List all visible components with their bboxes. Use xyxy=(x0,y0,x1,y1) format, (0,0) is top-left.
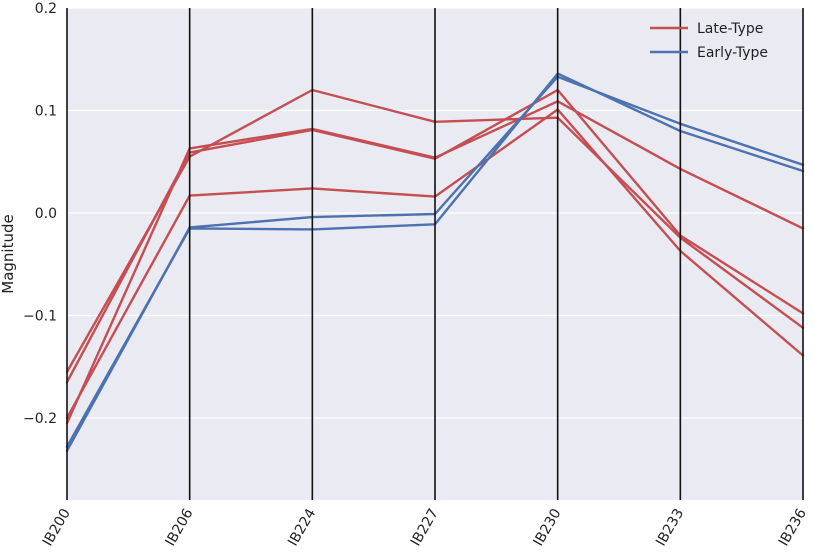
x-tick-label: IB206 xyxy=(163,506,197,549)
legend: Late-Type Early-Type xyxy=(650,21,768,61)
x-tick-label: IB200 xyxy=(40,506,74,549)
legend-label: Early-Type xyxy=(697,45,768,61)
x-tick-labels: IB200 IB206 IB224 IB227 IB230 IB233 IB236 xyxy=(40,506,810,549)
x-tick-label: IB236 xyxy=(776,506,810,549)
axis-lines xyxy=(66,8,804,500)
x-tick-label: IB230 xyxy=(531,506,565,549)
x-tick-label: IB233 xyxy=(653,506,687,549)
y-tick-label: −0.1 xyxy=(23,309,57,325)
x-tick-label: IB227 xyxy=(408,506,442,549)
x-tick-label: IB224 xyxy=(285,506,319,549)
legend-label: Late-Type xyxy=(697,21,763,37)
y-tick-label: 0.0 xyxy=(35,206,57,222)
y-tick-label: 0.2 xyxy=(35,1,57,17)
y-tick-labels: 0.2 0.1 0.0 −0.1 −0.2 xyxy=(23,1,57,427)
y-tick-label: −0.2 xyxy=(23,411,57,427)
y-tick-label: 0.1 xyxy=(35,104,57,120)
y-axis-label: Magnitude xyxy=(0,214,17,293)
